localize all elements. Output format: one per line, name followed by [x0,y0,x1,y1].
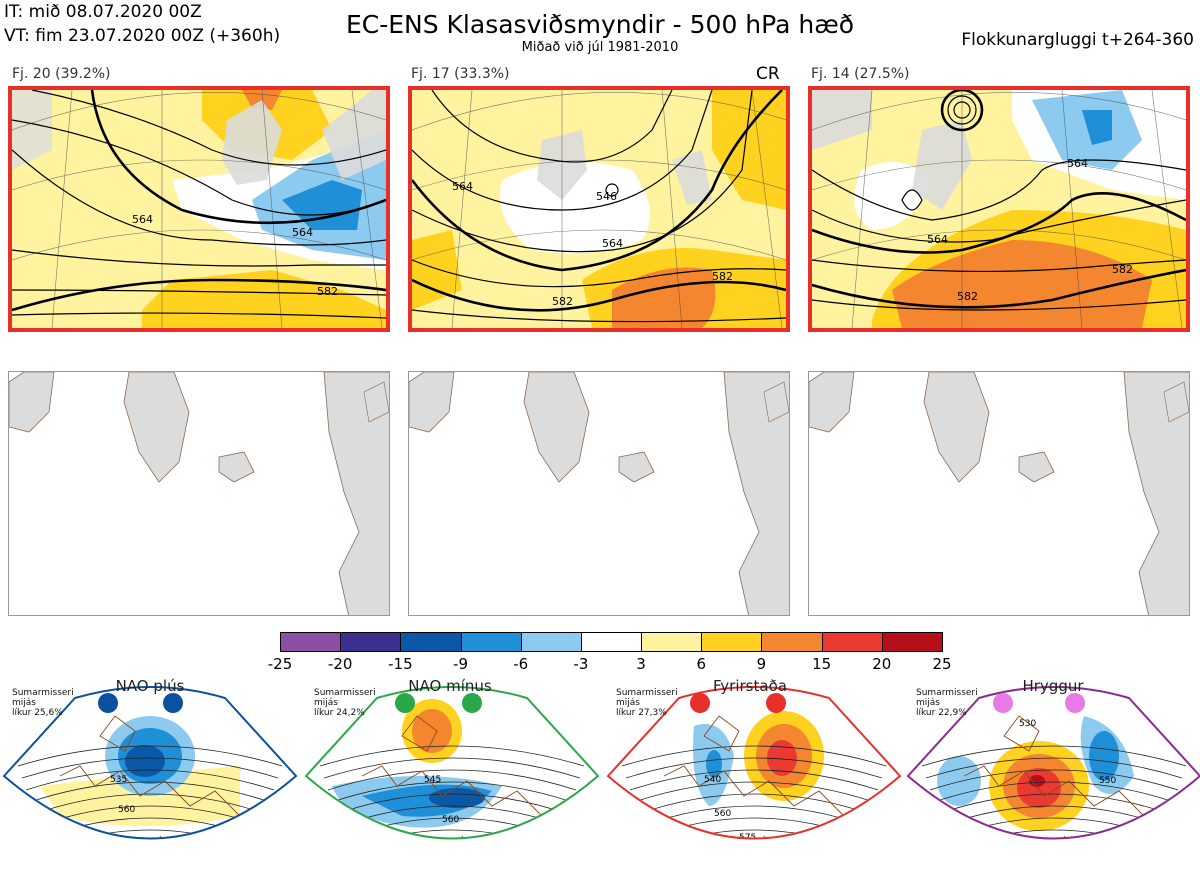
colorbar-tick-label: -9 [453,655,469,673]
colorbar-tick-label: 3 [636,655,646,673]
regime-contour-label: 545 [424,775,441,785]
regime-map-2: 545 560 575 [302,676,602,871]
cluster-1-label: Fj. 20 (39.2%) [12,66,111,82]
colorbar-cell [761,632,823,652]
colorbar-tick-label: 9 [756,655,767,673]
colorbar-tick-label: 25 [932,655,952,673]
contour-label: 564 [292,226,313,239]
regime-info-4: Sumarmisseri mijás líkur 22,9% [916,688,978,718]
colorbar-tick-label: -3 [573,655,589,673]
contour-label: 546 [596,190,617,203]
base-map-3 [808,371,1190,616]
colorbar-tick-label: -25 [267,655,293,673]
regime-info-line: mijás [314,698,338,708]
cluster-2-label: Fj. 17 (33.3%) [411,66,510,82]
regime-info-line: mijás [616,698,640,708]
colorbar-cell [580,632,643,652]
contour-label: 582 [712,270,733,283]
colorbar-tick-label: -20 [327,655,353,673]
base-map-1 [8,371,390,616]
regime-info-line: líkur 25,6% [12,708,63,718]
regime-map-1: 535 560 [0,676,300,871]
regime-info-line: mijás [12,698,36,708]
classification-window: Flokkunargluggi t+264-360 [961,30,1194,50]
contour-label: 564 [452,180,473,193]
control-run-badge: CR [756,64,780,84]
colorbar-tick-label: -6 [513,655,529,673]
regime-dot [766,693,786,713]
regime-info-line: Sumarmisseri [12,688,74,698]
page-subtitle: Miðað við júl 1981-2010 [521,40,679,55]
regime-dot [98,693,118,713]
regime-contour-label: 530 [1019,719,1036,729]
colorbar-tick-label: -15 [388,655,413,673]
colorbar-tick-label: 6 [696,655,707,673]
contour-label: 564 [132,213,153,226]
regime-contour-label: 560 [714,809,731,819]
valid-time: VT: fim 23.07.2020 00Z (+360h) [4,26,281,46]
regime-contour-label: 560 [118,805,135,815]
regime-dot [1065,693,1085,713]
colorbar-cell [881,632,943,652]
regime-info-line: mijás [916,698,940,708]
colorbar-cell [520,632,582,652]
regime-contour-label: 560 [442,815,459,825]
cluster-3-label: Fj. 14 (27.5%) [811,66,910,82]
colorbar-cell [400,632,462,652]
regime-title-4: Hryggur [1022,677,1084,695]
contour-label: 564 [927,233,948,246]
regime-map-4: 530 550 575 [904,676,1200,871]
regime-dot [993,693,1013,713]
regime-info-2: Sumarmisseri mijás líkur 24,2% [314,688,376,718]
contour-label: 582 [552,295,573,308]
regime-info-line: Sumarmisseri [314,688,376,698]
regime-title-2: NAO mínus [408,677,492,695]
regime-contour-label: 575 [1099,837,1116,847]
regime-title-1: NAO plús [115,677,185,695]
colorbar-tick-label: 15 [812,655,832,673]
regime-info-line: líkur 24,2% [314,708,365,718]
initial-time: IT: mið 08.07.2020 00Z [4,2,202,22]
regime-contour-label: 575 [442,849,459,859]
regime-dot [163,693,183,713]
regime-contour-label: 575 [739,833,756,843]
regime-info-line: Sumarmisseri [616,688,678,698]
colorbar-cell [280,632,342,652]
page-title: EC-ENS Klasasviðsmyndir - 500 hPa hæð [345,10,855,39]
regime-contour-label: 550 [1099,776,1116,786]
colorbar-cell [460,632,522,652]
regime-contour-label: 535 [110,775,127,785]
colorbar-tick-label: 20 [872,655,892,673]
contour-label: 564 [602,237,623,250]
regime-info-1: Sumarmisseri mijás líkur 25,6% [12,688,74,718]
contour-label: 582 [1112,263,1133,276]
regime-title-3: Fyrirstaða [713,677,787,695]
colorbar-cell [641,632,703,652]
cluster-1-map: 564 582 564 [8,86,390,332]
cluster-3-map: 564 564 582 582 [808,86,1190,332]
contour-label: 582 [317,285,338,298]
base-map-2 [408,371,790,616]
colorbar-cell [821,632,883,652]
colorbar-cell [701,632,763,652]
regime-dot [395,693,415,713]
contour-label: 564 [1067,157,1088,170]
regime-info-3: Sumarmisseri mijás líkur 27,3% [616,688,678,718]
regime-dot [690,693,710,713]
contour-label: 582 [957,290,978,303]
regime-info-line: líkur 27,3% [616,708,667,718]
regime-info-line: líkur 22,9% [916,708,967,718]
regime-map-3: 540 560 575 [604,676,904,871]
regime-info-line: Sumarmisseri [916,688,978,698]
regime-dot [462,693,482,713]
colorbar-cell [340,632,402,652]
anomaly-colorbar [280,632,943,652]
cluster-2-map: 564 546 564 582 582 [408,86,790,332]
regime-contour-label: 540 [704,775,721,785]
